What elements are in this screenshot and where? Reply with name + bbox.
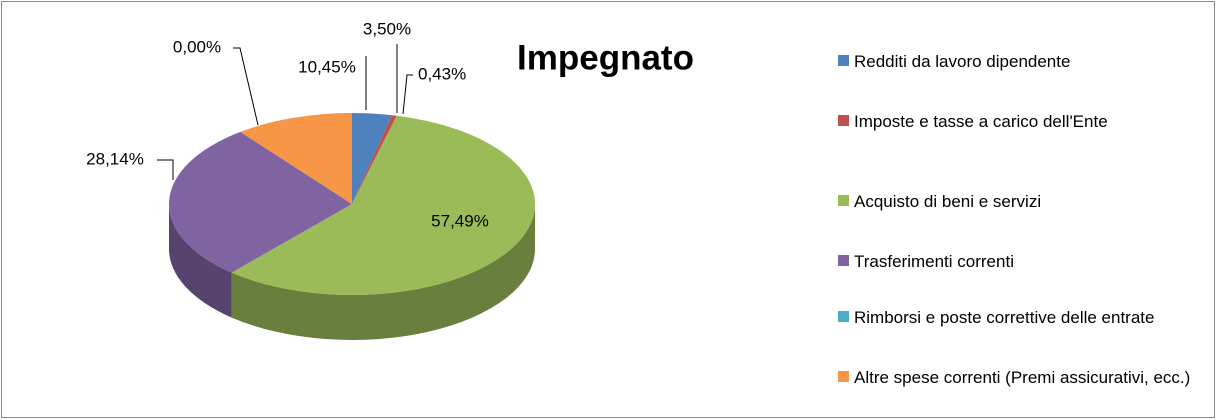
legend-label: Imposte e tasse a carico dell'Ente <box>854 112 1108 131</box>
legend-label: Altre spese correnti (Premi assicurativi… <box>854 368 1191 387</box>
data-label: 0,00% <box>173 37 221 56</box>
legend-label: Rimborsi e poste correttive delle entrat… <box>854 308 1155 327</box>
leader-line <box>157 159 174 180</box>
leader-line <box>233 47 259 126</box>
chart-title: Impegnato <box>517 38 694 77</box>
data-label: 0,43% <box>418 64 466 83</box>
slice <box>231 115 535 295</box>
slice <box>352 115 397 204</box>
slice-side <box>231 204 535 340</box>
slice <box>168 131 352 273</box>
legend-item: Acquisto di beni e servizi <box>838 188 1199 215</box>
legend-label: Trasferimenti correnti <box>854 252 1014 271</box>
data-label: 3,50% <box>363 19 411 38</box>
legend-swatch <box>838 255 849 266</box>
legend-swatch <box>838 115 849 126</box>
legend-item: Redditi da lavoro dipendente <box>838 48 1199 75</box>
legend-item: Imposte e tasse a carico dell'Ente <box>838 108 1199 135</box>
legend-item: Altre spese correnti (Premi assicurativi… <box>838 364 1199 391</box>
leader-line <box>402 74 413 115</box>
slice <box>352 113 392 204</box>
data-label: 10,45% <box>298 57 356 76</box>
data-label: 57,49% <box>431 211 489 230</box>
legend-label: Redditi da lavoro dipendente <box>854 52 1071 71</box>
slice-side <box>169 204 232 318</box>
legend-swatch <box>838 311 849 322</box>
legend-label: Acquisto di beni e servizi <box>854 192 1042 211</box>
legend-swatch <box>838 195 849 206</box>
slice <box>240 113 352 204</box>
data-label: 28,14% <box>86 149 144 168</box>
legend-swatch <box>838 371 849 382</box>
legend-item: Trasferimenti correnti <box>838 248 1199 275</box>
legend-swatch <box>838 55 849 66</box>
legend-item: Rimborsi e poste correttive delle entrat… <box>838 304 1199 331</box>
